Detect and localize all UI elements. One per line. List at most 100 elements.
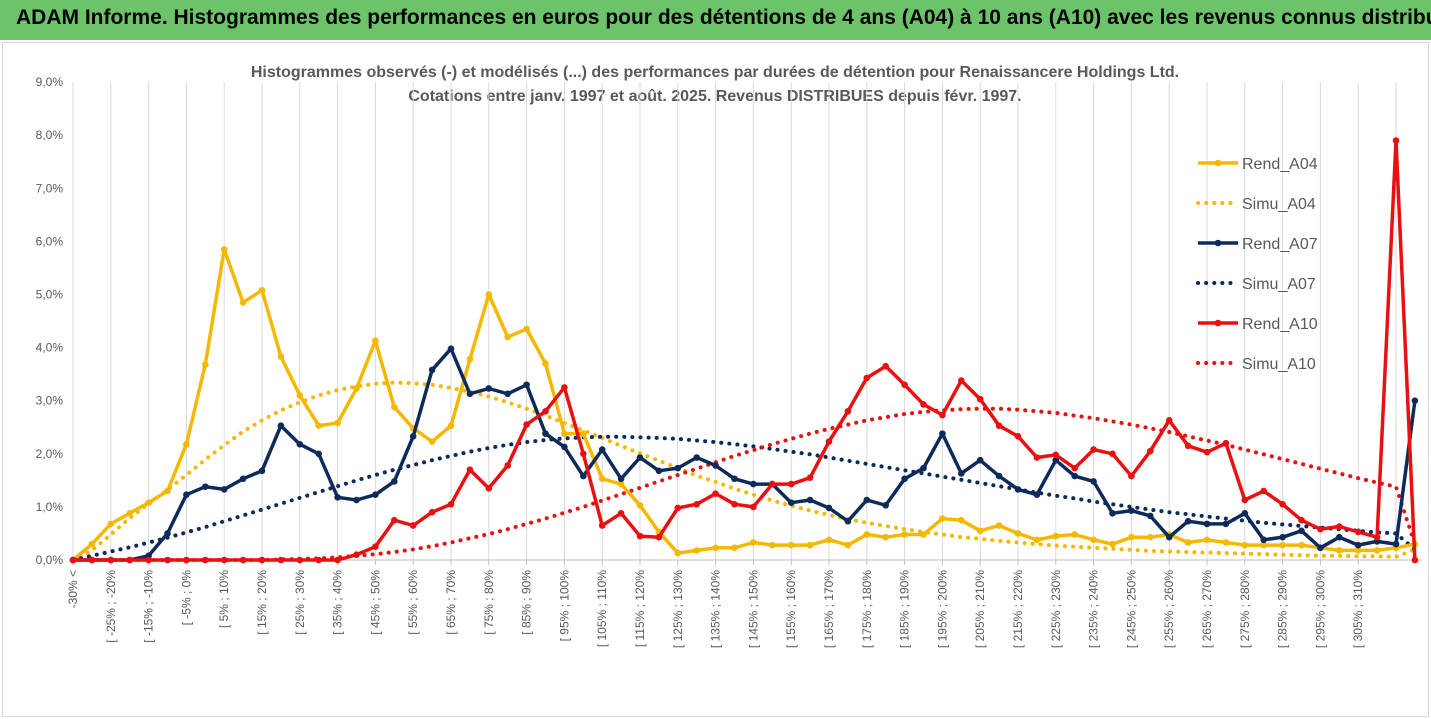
legend-marker: [1214, 239, 1222, 247]
data-point: [995, 522, 1003, 529]
data-point: [958, 377, 965, 384]
data-point: [617, 480, 625, 488]
data-point: [428, 366, 436, 374]
data-point: [920, 531, 927, 538]
x-tick-label: [ 125% ; 130%: [671, 570, 685, 648]
data-point: [391, 478, 398, 485]
data-point: [712, 462, 719, 469]
data-point: [1184, 539, 1192, 546]
data-point: [1128, 472, 1135, 480]
data-point: [239, 475, 247, 483]
data-point: [164, 487, 171, 495]
data-point: [1354, 541, 1362, 549]
data-point: [239, 299, 247, 306]
y-tick-label: 5,0%: [36, 288, 64, 302]
data-point: [258, 556, 266, 564]
data-point: [1336, 533, 1343, 541]
x-tick-label: [ 85% ; 90%: [520, 570, 534, 635]
data-point: [258, 467, 266, 475]
data-point: [787, 541, 795, 549]
data-point: [1298, 541, 1305, 549]
data-point: [693, 454, 700, 461]
x-tick-label: [ 115% ; 120%: [633, 570, 647, 647]
data-point: [580, 450, 587, 458]
data-point: [1373, 547, 1381, 554]
chart-area: Histogrammes observés (-) et modélisés (…: [2, 42, 1429, 717]
data-point: [485, 485, 493, 492]
series-simu_a10: [71, 406, 1417, 562]
data-point: [844, 408, 852, 415]
data-point: [1317, 544, 1324, 552]
data-point: [693, 500, 700, 508]
data-point: [655, 533, 663, 541]
x-tick-label: [ 5% ; 10%: [217, 570, 231, 628]
data-point: [504, 390, 512, 398]
x-tick-label: [ 65% ; 70%: [444, 570, 458, 635]
data-point: [391, 403, 398, 411]
data-point: [750, 480, 757, 488]
legend-item-simu_a04: Simu_A04: [1196, 196, 1316, 213]
data-point: [806, 496, 814, 504]
data-point: [901, 381, 908, 389]
data-point: [844, 541, 852, 549]
data-point: [428, 438, 436, 445]
data-point: [69, 556, 77, 564]
data-point: [202, 483, 209, 491]
data-point: [920, 464, 927, 472]
data-point: [598, 475, 606, 483]
data-point: [882, 502, 889, 509]
data-point: [1317, 525, 1324, 533]
data-point: [523, 381, 530, 389]
data-point: [107, 520, 115, 528]
data-point: [466, 466, 474, 474]
data-point: [1090, 446, 1097, 453]
data-point: [542, 430, 549, 437]
y-tick-label: 8,0%: [36, 128, 64, 142]
data-point: [485, 385, 493, 392]
data-point: [523, 325, 530, 333]
data-point: [126, 509, 133, 517]
x-tick-label: [ 255% ; 260%: [1162, 570, 1176, 648]
data-point: [844, 517, 852, 525]
data-point: [447, 500, 455, 508]
data-point: [1033, 536, 1041, 544]
data-point: [617, 475, 625, 483]
data-point: [126, 556, 133, 564]
data-point: [164, 530, 171, 537]
data-point: [277, 422, 285, 429]
data-point: [750, 503, 757, 511]
data-point: [655, 467, 663, 475]
data-point: [939, 515, 946, 522]
data-point: [1052, 456, 1060, 464]
x-tick-label: [ 45% ; 50%: [368, 570, 382, 635]
data-point: [1033, 491, 1041, 498]
data-point: [1203, 448, 1211, 456]
legend: Rend_A04 Simu_A04 Rend_A07 Simu_A07 Rend_A10…: [1196, 156, 1318, 373]
x-tick-label: [ 205% ; 210%: [973, 570, 987, 648]
y-tick-label: 7,0%: [36, 181, 64, 195]
data-point: [825, 504, 833, 512]
data-point: [806, 474, 814, 481]
data-point: [769, 480, 776, 488]
data-point: [598, 522, 606, 529]
data-point: [901, 475, 908, 483]
legend-label: Simu_A10: [1242, 356, 1316, 373]
x-tick-label: [ 275% ; 280%: [1238, 570, 1252, 648]
data-point: [995, 472, 1003, 480]
data-point: [920, 401, 927, 408]
x-tick-label: [ 155% ; 160%: [784, 570, 798, 648]
data-point: [145, 499, 152, 506]
data-point: [976, 395, 984, 403]
legend-label: Simu_A07: [1242, 276, 1316, 293]
y-tick-label: 3,0%: [36, 394, 64, 408]
data-point: [164, 556, 171, 564]
data-point: [958, 470, 965, 477]
legend-label: Rend_A04: [1242, 156, 1318, 173]
data-point: [523, 421, 530, 428]
legend-item-rend_a04: Rend_A04: [1198, 156, 1318, 173]
y-tick-label: 4,0%: [36, 341, 64, 355]
data-point: [882, 533, 889, 541]
data-point: [561, 384, 568, 391]
y-tick-label: 0,0%: [36, 553, 64, 567]
data-point: [447, 422, 455, 429]
